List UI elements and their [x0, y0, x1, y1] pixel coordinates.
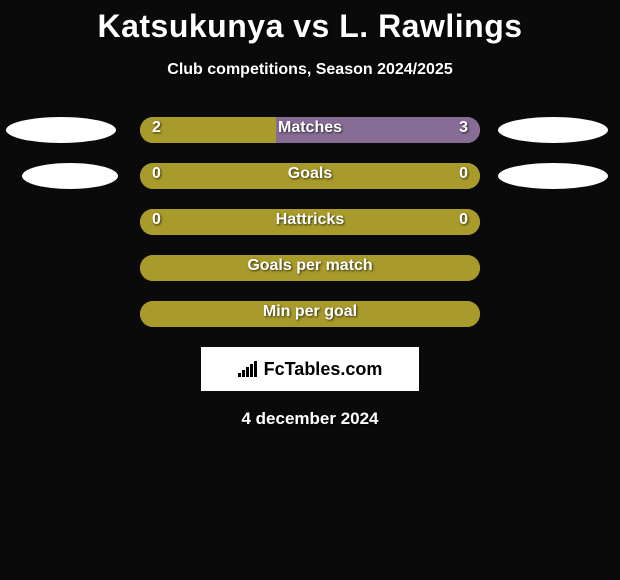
stat-bar: 00Goals	[140, 163, 480, 189]
stat-label: Matches	[140, 119, 480, 137]
subtitle: Club competitions, Season 2024/2025	[0, 61, 620, 79]
player-left-marker	[22, 163, 118, 189]
stat-label: Min per goal	[140, 303, 480, 321]
date: 4 december 2024	[0, 409, 620, 429]
stat-label: Goals	[140, 165, 480, 183]
stat-label: Hattricks	[140, 211, 480, 229]
logo-bars-icon	[238, 361, 260, 377]
stat-bar: Min per goal	[140, 301, 480, 327]
stat-row: 23Matches	[0, 117, 620, 143]
stat-bar: 23Matches	[140, 117, 480, 143]
stat-bar: Goals per match	[140, 255, 480, 281]
player-left-marker	[6, 117, 116, 143]
comparison-infographic: Katsukunya vs L. Rawlings Club competiti…	[0, 0, 620, 580]
stat-row: Goals per match	[0, 255, 620, 281]
stat-row: Min per goal	[0, 301, 620, 327]
logo: FcTables.com	[238, 359, 383, 380]
player-right-marker	[498, 163, 608, 189]
page-title: Katsukunya vs L. Rawlings	[0, 8, 620, 45]
stat-label: Goals per match	[140, 257, 480, 275]
stat-row: 00Goals	[0, 163, 620, 189]
stat-bar: 00Hattricks	[140, 209, 480, 235]
stat-row: 00Hattricks	[0, 209, 620, 235]
player-right-marker	[498, 117, 608, 143]
logo-text: FcTables.com	[264, 359, 383, 380]
stat-rows: 23Matches 00Goals 00Hattricks Goals per mat…	[0, 117, 620, 327]
logo-box: FcTables.com	[201, 347, 419, 391]
